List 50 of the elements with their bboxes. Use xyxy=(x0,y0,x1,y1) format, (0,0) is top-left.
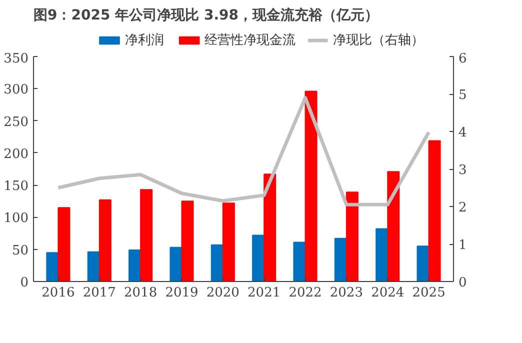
x-tick-label: 2023 xyxy=(330,286,363,300)
x-tick-label: 2018 xyxy=(124,286,158,300)
y-tick-label: 250 xyxy=(4,114,29,130)
y-tick-label: 200 xyxy=(4,146,29,162)
y2-tick-label: 5 xyxy=(458,88,467,103)
y2-tick-label: 3 xyxy=(458,163,467,178)
y-tick-label: 0 xyxy=(20,276,29,290)
x-tick-label: 2025 xyxy=(412,286,446,300)
y-tick-label: 50 xyxy=(12,243,29,258)
chart-title: 图9：2025 年公司净现比 3.98，现金流充裕（亿元） xyxy=(34,6,378,24)
y2-tick-label: 0 xyxy=(458,276,467,290)
y2-tick-label: 6 xyxy=(458,52,467,66)
bar xyxy=(334,238,347,282)
bar xyxy=(416,246,430,282)
bar xyxy=(304,90,318,282)
bar xyxy=(252,234,265,282)
x-tick-label: 2024 xyxy=(371,286,404,300)
y2-tick-label: 2 xyxy=(458,200,467,216)
legend-label: 经营性净现金流 xyxy=(204,32,296,48)
bar xyxy=(140,189,153,282)
legend-label: 净现比（右轴） xyxy=(333,33,424,48)
bar xyxy=(87,251,100,282)
y2-tick-label: 1 xyxy=(458,238,467,253)
y-tick-label: 350 xyxy=(4,52,29,66)
line-series xyxy=(56,96,431,206)
bar xyxy=(128,250,142,282)
x-tick-label: 2019 xyxy=(165,286,198,300)
y-tick-label: 100 xyxy=(4,211,29,226)
bar xyxy=(98,199,112,282)
x-tick-label: 2022 xyxy=(288,286,322,300)
x-tick-label: 2017 xyxy=(82,286,116,300)
y2-tick-label: 4 xyxy=(458,126,467,140)
bar xyxy=(293,242,306,282)
bar xyxy=(210,244,224,282)
bar xyxy=(58,207,70,282)
y-tick-label: 150 xyxy=(4,179,29,194)
x-tick-label: 2021 xyxy=(248,286,281,300)
bar xyxy=(387,171,400,282)
bar xyxy=(170,246,182,282)
bar xyxy=(46,252,59,282)
legend-label: 净利润 xyxy=(124,33,164,48)
bar xyxy=(428,140,441,282)
x-tick-label: 2016 xyxy=(42,286,75,300)
x-tick-label: 2020 xyxy=(206,286,240,300)
y-tick-label: 300 xyxy=(4,82,29,98)
bar xyxy=(376,228,388,282)
bar xyxy=(222,202,235,282)
bar xyxy=(181,200,194,282)
bar xyxy=(346,192,358,282)
bar xyxy=(264,174,276,282)
